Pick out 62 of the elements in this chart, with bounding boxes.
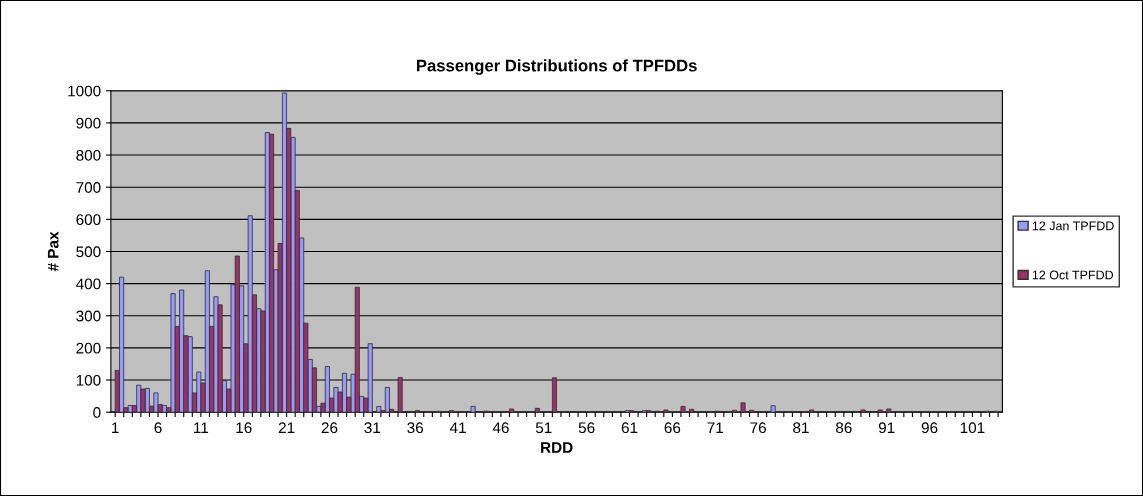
x-tick-label: 71 [707, 422, 723, 433]
y-axis-title: # Pax [47, 231, 59, 272]
x-tick-label: 46 [492, 422, 509, 434]
y-tick-label: 800 [76, 149, 101, 161]
bar [397, 377, 403, 413]
x-tick-label: 16 [236, 422, 252, 434]
bar [663, 409, 669, 413]
bar [140, 388, 146, 413]
y-tick-label: 400 [76, 278, 101, 290]
bar [877, 409, 883, 413]
y-tick-label: 0 [93, 407, 101, 418]
bar [234, 255, 240, 413]
y-tick-label: 1000 [68, 85, 101, 97]
x-tick-label: 61 [621, 422, 638, 434]
chart-title: Passenger Distributions of TPFDDs [417, 59, 697, 75]
legend-label: 12 Oct TPFDD [1032, 270, 1114, 280]
x-tick-label: 26 [321, 422, 338, 434]
y-tick-label: 700 [76, 182, 101, 193]
bar [247, 215, 253, 413]
bar [470, 405, 476, 413]
y-tick-label: 200 [76, 342, 101, 354]
bar [509, 408, 515, 413]
x-tick-label: 86 [835, 422, 852, 434]
x-tick-label: 76 [750, 422, 766, 434]
bar [384, 387, 390, 413]
x-tick-label: 81 [793, 422, 809, 434]
x-tick-label: 21 [278, 422, 295, 433]
x-tick-label: 41 [449, 422, 466, 433]
legend-label: 12 Jan TPFDD [1032, 221, 1114, 231]
bar [551, 377, 557, 413]
y-tick-label: 300 [76, 310, 101, 322]
x-tick-label: 101 [960, 422, 985, 434]
bar [269, 133, 275, 413]
bar [367, 343, 373, 413]
bar [534, 407, 540, 413]
bar [860, 409, 866, 413]
bar [170, 293, 176, 413]
bar [809, 409, 815, 413]
bar [740, 402, 746, 413]
x-tick-label: 96 [921, 422, 938, 434]
x-tick-label: 56 [578, 422, 595, 434]
x-tick-label: 31 [364, 422, 381, 434]
x-tick-label: 66 [664, 422, 681, 434]
bar [354, 286, 360, 413]
y-tick-label: 100 [76, 374, 101, 386]
x-axis-title: RDD [541, 442, 573, 453]
x-tick-label: 36 [407, 422, 424, 434]
bar [153, 392, 159, 413]
x-tick-label: 1 [112, 422, 119, 433]
y-tick-label: 600 [76, 214, 101, 226]
bar [886, 408, 892, 413]
x-tick-label: 91 [878, 422, 895, 434]
x-tick-label: 6 [154, 422, 162, 434]
bar [770, 405, 776, 413]
y-tick-label: 500 [76, 246, 101, 258]
bar [689, 408, 695, 413]
bar [376, 405, 382, 413]
x-tick-label: 51 [535, 422, 552, 434]
bar [680, 405, 686, 413]
bar [119, 276, 125, 413]
y-tick-label: 900 [76, 117, 101, 129]
x-tick-label: 11 [194, 422, 209, 433]
